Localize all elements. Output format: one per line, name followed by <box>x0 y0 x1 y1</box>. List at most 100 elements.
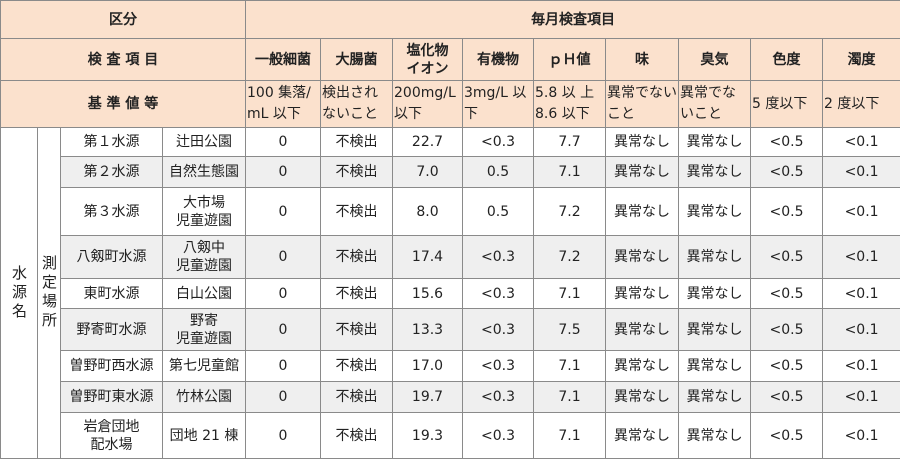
value-cell: 異常なし <box>606 413 679 459</box>
text-line: ｐＨ値 <box>536 51 603 69</box>
value-cell: 異常なし <box>606 382 679 413</box>
source-name: 八剱町水源 <box>61 236 163 279</box>
text-line: 野寄 <box>165 312 243 330</box>
value-cell: 不検出 <box>321 128 393 157</box>
text-line: 一般細菌 <box>248 51 318 69</box>
standard-cell: 5.8 以 上 8.6 以下 <box>534 81 606 128</box>
text-line: イオン <box>395 60 460 78</box>
column-header: 臭気 <box>679 39 751 81</box>
text-line: 塩化物 <box>395 42 460 60</box>
value-cell: <0.5 <box>751 128 823 157</box>
location-label: 測定場所 <box>38 128 61 459</box>
text-line: 児童遊園 <box>165 257 243 275</box>
text-line: 曽野町東水源 <box>63 388 160 406</box>
value-cell: 異常なし <box>679 413 751 459</box>
column-header: 色度 <box>751 39 823 81</box>
standard-cell: 5 度以下 <box>751 81 823 128</box>
value-cell: 不検出 <box>321 309 393 351</box>
source-name: 第３水源 <box>61 188 163 236</box>
value-cell: <0.3 <box>463 236 534 279</box>
value-cell: <0.5 <box>751 309 823 351</box>
source-name: 第２水源 <box>61 157 163 188</box>
standard-cell: 100 集落/mL 以下 <box>246 81 321 128</box>
value-cell: 7.7 <box>534 128 606 157</box>
text-line: 八剱中 <box>165 239 243 257</box>
value-cell: <0.1 <box>823 279 900 309</box>
monthly-header: 毎月検査項目 <box>246 1 900 39</box>
value-cell: <0.1 <box>823 351 900 382</box>
standard-cell: 異常でないこと <box>679 81 751 128</box>
text-line: 曽野町西水源 <box>63 357 160 375</box>
table-row: 検 査 項 目一般細菌大腸菌塩化物イオン有機物 ｐＨ値味臭気色度濁度 <box>1 39 900 81</box>
text-line: 第２水源 <box>63 163 160 181</box>
value-cell: <0.3 <box>463 128 534 157</box>
text-line: 味 <box>608 51 676 69</box>
value-cell: <0.3 <box>463 351 534 382</box>
value-cell: 不検出 <box>321 413 393 459</box>
value-cell: 7.5 <box>534 309 606 351</box>
value-cell: 0 <box>246 236 321 279</box>
value-cell: <0.3 <box>463 382 534 413</box>
value-cell: <0.1 <box>823 413 900 459</box>
column-header: 塩化物イオン <box>393 39 463 81</box>
value-cell: 7.2 <box>534 236 606 279</box>
value-cell: 7.1 <box>534 413 606 459</box>
value-cell: 異常なし <box>679 279 751 309</box>
value-cell: 不検出 <box>321 188 393 236</box>
location-name: 白山公園 <box>163 279 246 309</box>
value-cell: <0.5 <box>751 413 823 459</box>
value-cell: 異常なし <box>606 236 679 279</box>
value-cell: 7.2 <box>534 188 606 236</box>
items-label: 検 査 項 目 <box>1 39 246 81</box>
location-name: 自然生態園 <box>163 157 246 188</box>
value-cell: 0 <box>246 309 321 351</box>
location-name: 八剱中児童遊園 <box>163 236 246 279</box>
column-header: 濁度 <box>823 39 900 81</box>
value-cell: 0 <box>246 188 321 236</box>
value-cell: 不検出 <box>321 236 393 279</box>
value-cell: 0 <box>246 157 321 188</box>
value-cell: 0.5 <box>463 157 534 188</box>
location-name: 大市場児童遊園 <box>163 188 246 236</box>
text-line: 第１水源 <box>63 133 160 151</box>
value-cell: <0.5 <box>751 236 823 279</box>
column-header: 味 <box>606 39 679 81</box>
value-cell: 19.3 <box>393 413 463 459</box>
value-cell: 0 <box>246 279 321 309</box>
value-cell: 19.7 <box>393 382 463 413</box>
standard-cell: 200mg/L 以下 <box>393 81 463 128</box>
standard-cell: 異常でないこと <box>606 81 679 128</box>
value-cell: <0.3 <box>463 413 534 459</box>
value-cell: 異常なし <box>606 309 679 351</box>
value-cell: <0.1 <box>823 157 900 188</box>
value-cell: 7.1 <box>534 157 606 188</box>
value-cell: 異常なし <box>679 351 751 382</box>
source-name: 野寄町水源 <box>61 309 163 351</box>
text-line: 有機物 <box>465 51 531 69</box>
text-line: 第七児童館 <box>165 357 243 375</box>
value-cell: 22.7 <box>393 128 463 157</box>
value-cell: <0.1 <box>823 382 900 413</box>
text-line: 臭気 <box>681 51 748 69</box>
value-cell: 不検出 <box>321 157 393 188</box>
value-cell: <0.1 <box>823 236 900 279</box>
value-cell: <0.5 <box>751 279 823 309</box>
value-cell: 15.6 <box>393 279 463 309</box>
standard-cell: 3mg/L 以下 <box>463 81 534 128</box>
text-line: 児童遊園 <box>165 330 243 348</box>
column-header: ｐＨ値 <box>534 39 606 81</box>
value-cell: 異常なし <box>606 188 679 236</box>
text-line: 大腸菌 <box>323 51 390 69</box>
column-header: 一般細菌 <box>246 39 321 81</box>
location-name: 団地 21 棟 <box>163 413 246 459</box>
text-line: 白山公園 <box>165 285 243 303</box>
column-header: 有機物 <box>463 39 534 81</box>
value-cell: 17.0 <box>393 351 463 382</box>
